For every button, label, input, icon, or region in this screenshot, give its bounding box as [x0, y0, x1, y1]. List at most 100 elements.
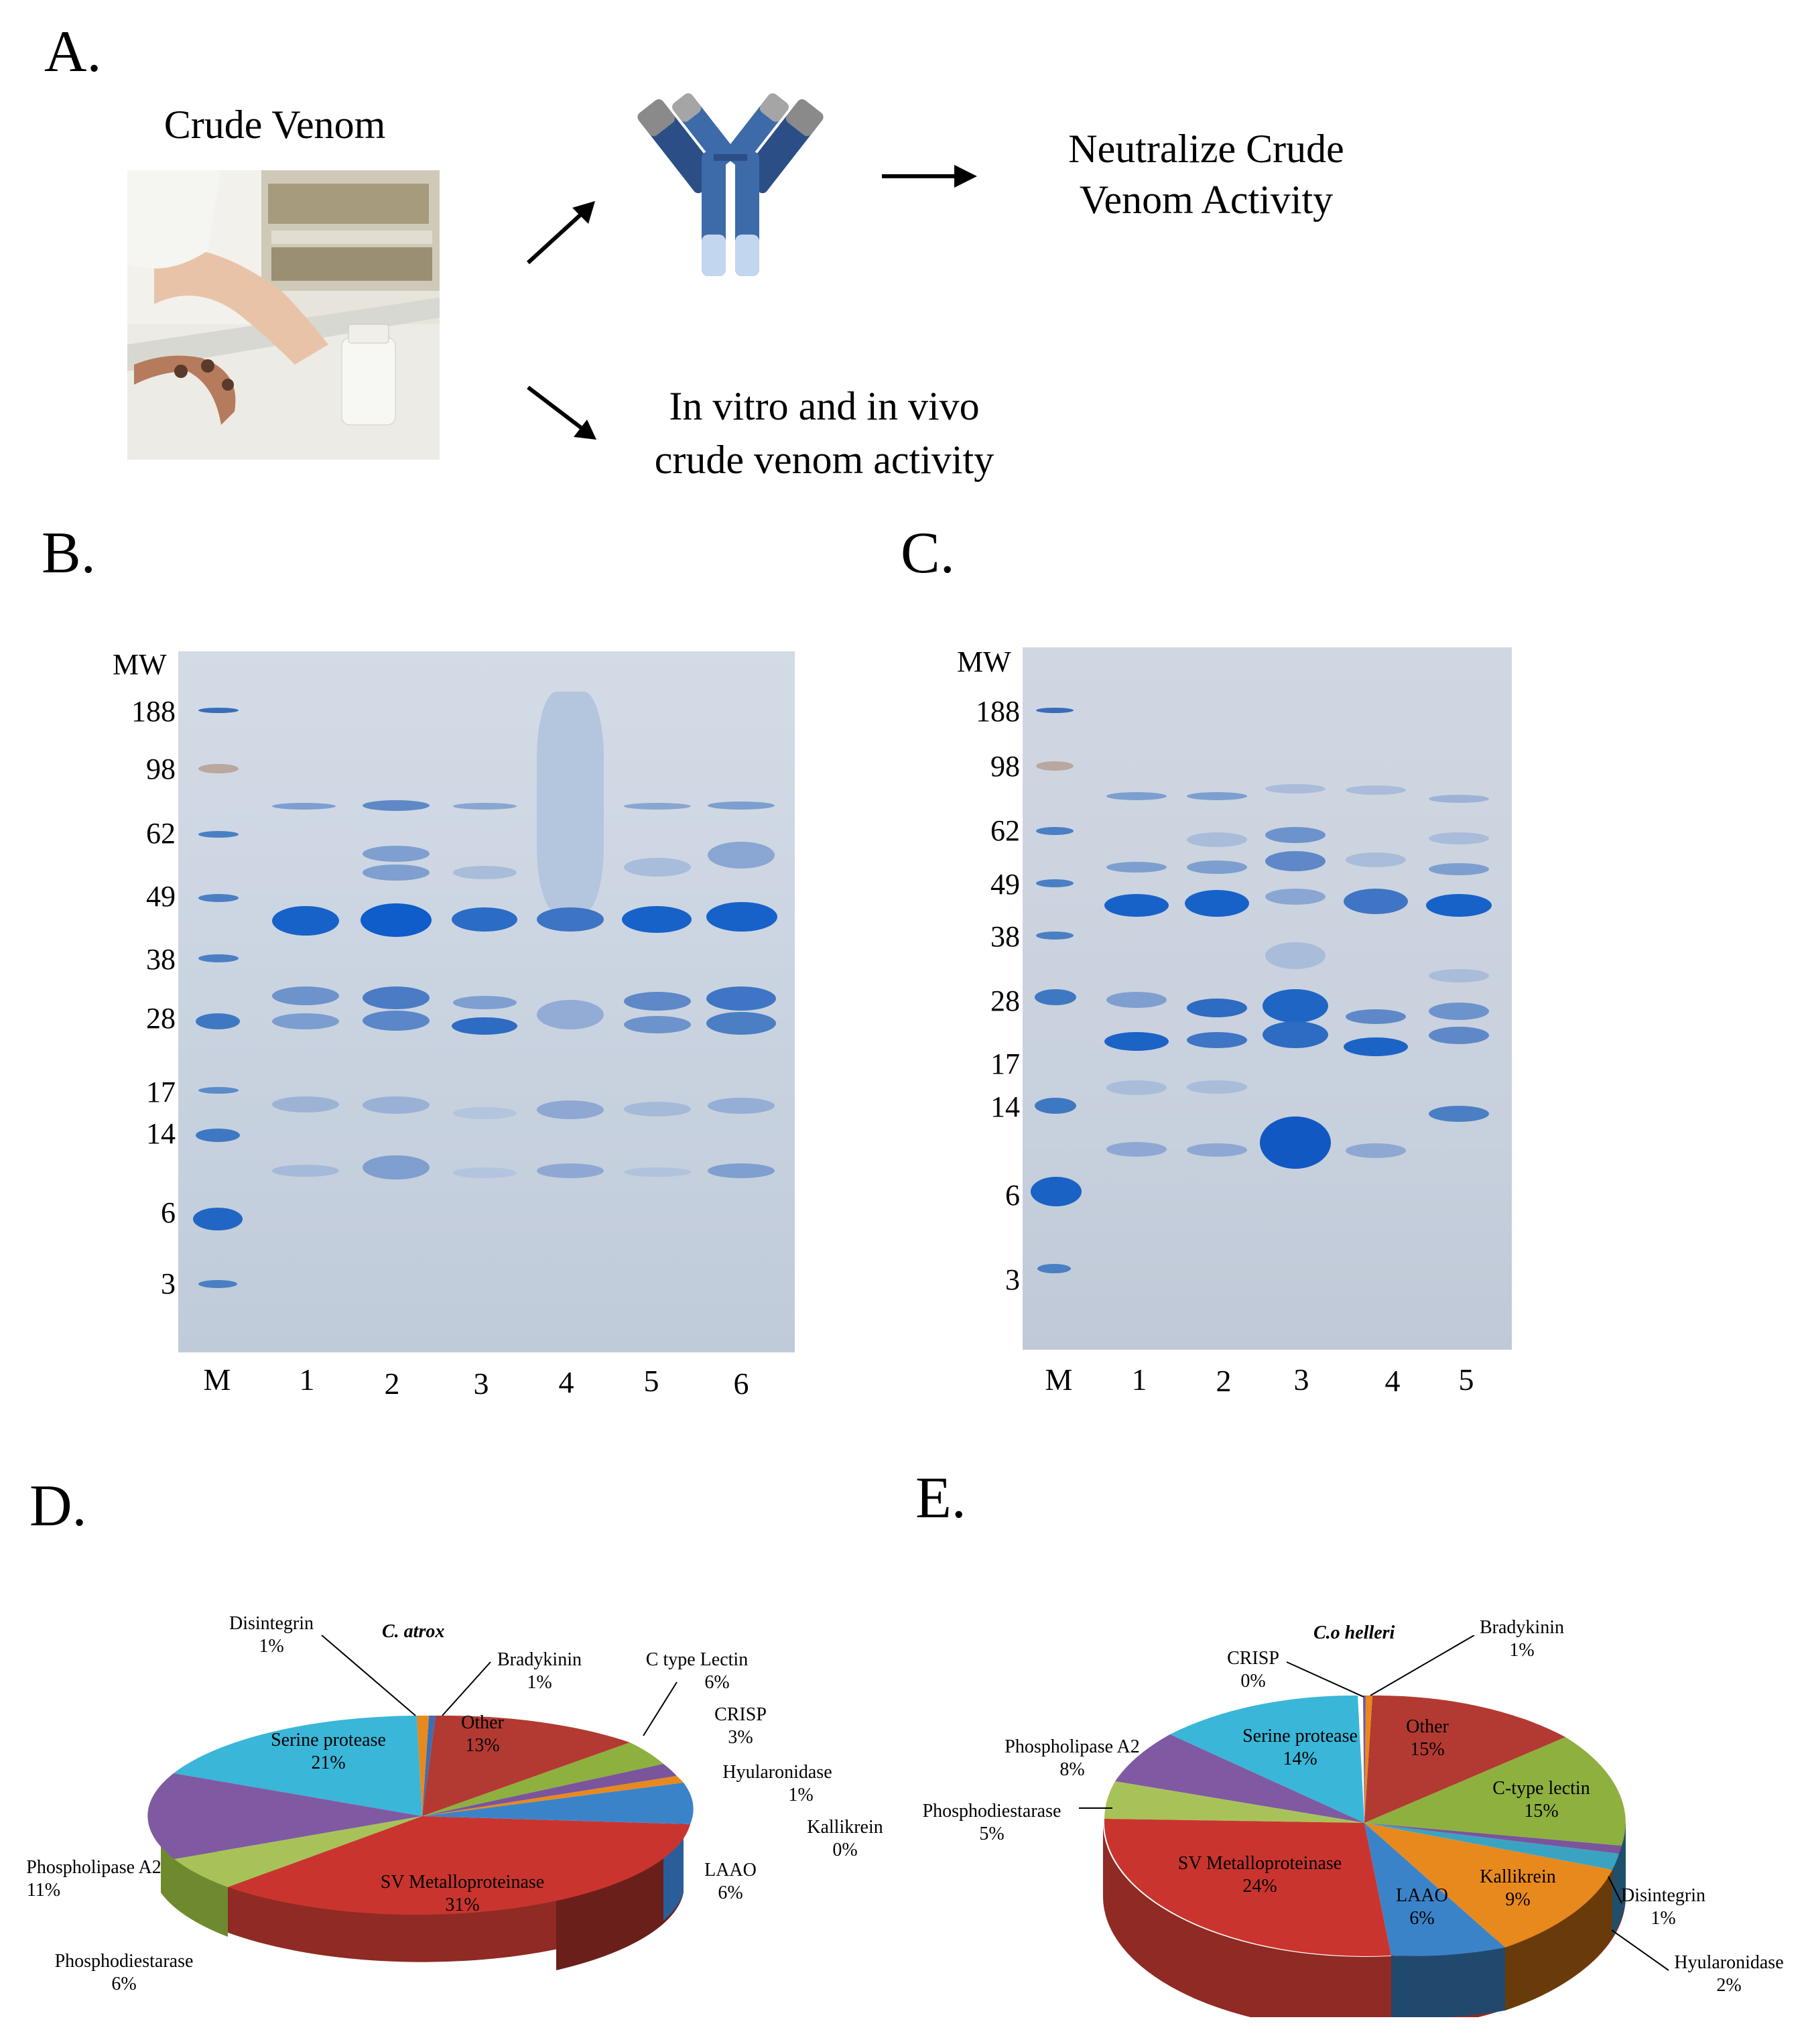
gel-c-mw-28: 28	[990, 984, 1020, 1017]
pie-e-slice-c-type-lectin	[1364, 1737, 1626, 1846]
pie-d-label-other: Other 13%	[461, 1712, 504, 1756]
pie-d-label-kallikrein: Kallikrein 0%	[807, 1817, 883, 1860]
pie-e-slice-disintegrin	[1364, 1823, 1622, 1854]
pie-e-label-disintegrin: Disintegrin 1%	[1621, 1885, 1705, 1929]
pie-d-slice-serine-protease	[174, 1716, 422, 1816]
pie-d-label-hyularonidase: Hyularonidase 1%	[722, 1762, 832, 1805]
gel-b-lane-6: 6	[733, 1366, 749, 1401]
pie-e-slice-hyularonidase	[1364, 1823, 1619, 1870]
pie-d-slice-laao	[422, 1783, 694, 1824]
gel-c-mw-188: 188	[976, 695, 1020, 728]
pie-d-leader-lines	[321, 1635, 677, 1736]
pie-d-label-c-type-lectin: C type Lectin 6%	[645, 1649, 749, 1693]
gel-b-lane-2: 2	[384, 1366, 400, 1401]
pie-e-label-serine-protease: Serine protease 14%	[1242, 1726, 1358, 1769]
panel-a-label: A.	[44, 19, 102, 84]
pie-d-slice-phosphodiestarase	[174, 1816, 422, 1887]
snake-handling-photo	[127, 170, 440, 460]
gel-b-mw-38: 38	[146, 943, 176, 976]
pie-e-leader-lines	[1079, 1635, 1669, 1971]
arrow-right-icon	[882, 165, 977, 188]
gel-b-lane-5: 5	[643, 1364, 659, 1398]
antibody-icon	[637, 93, 824, 276]
pie-e-slice-laao	[1364, 1823, 1505, 1956]
activity-label-line2: crude venom activity	[654, 438, 994, 482]
gel-c-lane-m: M	[1045, 1362, 1073, 1397]
gel-c-mw-17: 17	[990, 1047, 1020, 1080]
pie-d-label-phosphodiestarase: Phosphodiestarase 6%	[54, 1951, 194, 1994]
arrow-down-right-icon	[527, 385, 596, 440]
gel-c-mw-14: 14	[990, 1090, 1020, 1123]
pie-e-label-sv-metalloproteinase: SV Metalloproteinase 24%	[1177, 1853, 1342, 1897]
pie-e-label-c-type-lectin: C-type lectin 15%	[1492, 1778, 1590, 1822]
gel-c-mw-98: 98	[990, 750, 1020, 783]
gel-c-lane-3: 3	[1293, 1362, 1309, 1397]
pie-d-label-phospholipase-a2: Phospholipase A2 11%	[26, 1857, 162, 1901]
pie-d-label-disintegrin: Disintegrin 1%	[229, 1613, 314, 1657]
gel-b-mw-3: 3	[161, 1267, 176, 1300]
pie-e-slice-phosphodiestarase	[1104, 1781, 1364, 1823]
arrow-up-right-icon	[526, 201, 595, 265]
pie-chart-d	[147, 1716, 694, 1970]
pie-e-slice-serine-protease	[1170, 1696, 1364, 1823]
gel-c-mw-62: 62	[990, 814, 1020, 847]
activity-label-line1: In vitro and in vivo	[669, 384, 980, 428]
pie-e-slice-crisp	[1363, 1696, 1366, 1823]
panel-d-label: D.	[29, 1474, 87, 1539]
pie-d-slice-crisp	[422, 1764, 677, 1816]
pie-d-label-crisp: CRISP 3%	[714, 1704, 767, 1748]
pie-e-label-bradykinin: Bradykinin 1%	[1480, 1617, 1564, 1661]
panel-c-label: C.	[901, 521, 955, 586]
pie-e-label-other: Other 15%	[1406, 1716, 1449, 1760]
crude-venom-label: Crude Venom	[164, 103, 386, 147]
pie-d-label-laao: LAAO 6%	[704, 1860, 757, 1903]
gel-b-lane-4: 4	[558, 1365, 574, 1399]
pie-e-slice-other	[1364, 1696, 1565, 1823]
gel-b-mw-17: 17	[146, 1076, 176, 1108]
pie-d-slice-bradykinin	[422, 1716, 436, 1816]
pie-e-label-kallikrein: Kallikrein 9%	[1480, 1866, 1556, 1910]
pie-e-label-phospholipase-a2: Phospholipase A2 8%	[1005, 1736, 1140, 1780]
pie-chart-e	[1103, 1696, 1626, 2017]
gel-b-lane-3: 3	[473, 1366, 489, 1401]
gel-b-mw-28: 28	[146, 1002, 176, 1035]
pie-e-label-laao: LAAO 6%	[1396, 1885, 1448, 1929]
gel-b-mw-49: 49	[146, 880, 176, 913]
panel-b-label: B.	[42, 521, 96, 586]
neutralize-label-line1: Neutralize Crude	[1068, 127, 1344, 171]
pie-d-label-sv-metalloproteinase: SV Metalloproteinase 31%	[380, 1872, 545, 1915]
gel-b-mw-188: 188	[131, 695, 176, 728]
pie-e-slice-bradykinin	[1364, 1696, 1372, 1823]
gel-b-mw-title: MW	[113, 648, 167, 681]
pie-d-chart-title: C. atrox	[382, 1621, 445, 1642]
pie-e-label-crisp: CRISP 0%	[1227, 1648, 1279, 1691]
gel-c-mw-49: 49	[990, 868, 1020, 901]
pie-d-label-bradykinin: Bradykinin 1%	[497, 1649, 582, 1693]
gel-b-lane-1: 1	[299, 1362, 315, 1397]
gel-c-image	[1023, 647, 1512, 1350]
gel-c-mw-title: MW	[957, 645, 1011, 678]
pie-d-slice-disintegrin	[417, 1716, 429, 1816]
gel-b-image	[178, 651, 795, 1352]
gel-c-mw-6: 6	[1005, 1179, 1020, 1212]
gel-c-lane-4: 4	[1384, 1364, 1401, 1398]
pie-d-label-serine-protease: Serine protease 21%	[271, 1730, 386, 1773]
pie-e-slice-phospholipase	[1115, 1734, 1364, 1823]
pie-d-slice-c-type-lectin	[422, 1742, 663, 1816]
gel-b-mw-14: 14	[146, 1117, 176, 1150]
pie-e-slice-kallikrein	[1364, 1823, 1612, 1947]
pie-d-slice-hyularonidase	[422, 1776, 684, 1816]
gel-b-lane-m: M	[203, 1362, 231, 1397]
panel-e-label: E.	[915, 1466, 966, 1531]
pie-e-slice-sv-metalloproteinase	[1104, 1819, 1391, 1956]
pie-e-label-hyularonidase: Hyularonidase 2%	[1674, 1952, 1784, 1996]
neutralize-label-line2: Venom Activity	[1079, 178, 1334, 222]
pie-d-slice-phospholipase	[147, 1773, 422, 1859]
gel-c-lane-1: 1	[1131, 1362, 1147, 1397]
pie-e-label-phosphodiestarase: Phosphodiestarase 5%	[922, 1801, 1061, 1844]
pie-e-chart-title: C.o helleri	[1313, 1622, 1395, 1643]
pie-d-slice-other	[422, 1716, 630, 1816]
gel-b-mw-62: 62	[146, 817, 176, 850]
gel-c-mw-38: 38	[990, 920, 1020, 953]
gel-c-lane-5: 5	[1458, 1362, 1474, 1397]
